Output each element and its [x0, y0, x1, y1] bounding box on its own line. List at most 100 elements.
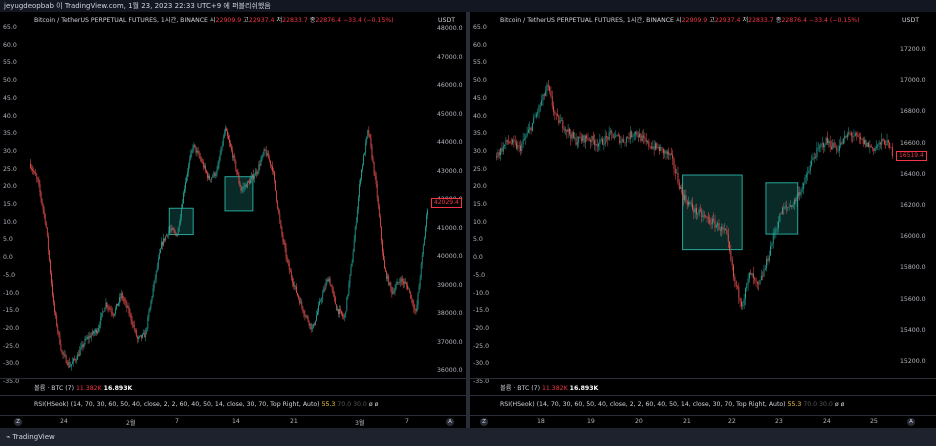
- range-box-1[interactable]: [682, 174, 743, 251]
- candle: [698, 207, 700, 217]
- candle: [318, 301, 319, 315]
- auto-scale-icon[interactable]: A: [907, 418, 915, 426]
- candle: [362, 163, 363, 173]
- candle: [69, 361, 71, 368]
- pane-separator: [470, 378, 936, 379]
- candle: [43, 205, 45, 219]
- candle: [249, 177, 250, 185]
- candle: [514, 135, 516, 146]
- chart-panel-right[interactable]: Bitcoin / TetherUS PERPETUAL FUTURES, 1시…: [470, 12, 936, 428]
- high-value: 22937.4: [714, 17, 741, 24]
- currency-unit: USDT: [438, 17, 456, 24]
- candle: [608, 126, 610, 141]
- candlestick-chart-right[interactable]: [470, 12, 936, 428]
- candle: [681, 183, 683, 195]
- candle: [624, 142, 626, 147]
- zoom-reset-icon[interactable]: Z: [14, 418, 22, 426]
- candle: [795, 197, 797, 205]
- candle: [91, 328, 93, 336]
- candle: [617, 132, 619, 137]
- candle: [776, 221, 778, 234]
- candle: [279, 209, 281, 225]
- candle: [108, 304, 110, 312]
- candle: [610, 128, 611, 136]
- candle: [276, 190, 278, 204]
- candle: [694, 204, 696, 219]
- volume-legend[interactable]: 볼륨 · BTC (7) 11.382K 16.893K: [500, 383, 598, 392]
- candle: [775, 226, 777, 238]
- candle: [133, 320, 135, 333]
- candle: [100, 312, 102, 329]
- candle: [216, 166, 218, 177]
- time-axis-right[interactable]: Z 18 19 20 21 22 23 24 25 A: [470, 415, 936, 428]
- candle: [307, 315, 309, 323]
- tradingview-logo[interactable]: ⌁ TradingView: [6, 433, 55, 441]
- rsi-value-4: ø: [368, 401, 373, 408]
- candle: [561, 116, 562, 121]
- volume-legend[interactable]: 볼륨 · BTC (7) 11.382K 16.893K: [34, 383, 132, 392]
- candle: [496, 152, 498, 161]
- candle: [845, 135, 847, 139]
- candle: [509, 140, 511, 144]
- candle: [227, 128, 228, 139]
- auto-scale-icon[interactable]: A: [446, 418, 454, 426]
- rsi-axis-tick: 60.0: [473, 41, 487, 49]
- time-axis-left[interactable]: Z 24 2월 7 14 21 3월 7 A: [0, 415, 466, 428]
- candle: [682, 190, 684, 206]
- rsi-axis-tick: -20.0: [3, 324, 20, 332]
- candle: [721, 223, 723, 237]
- candlestick-chart-left[interactable]: [0, 12, 466, 428]
- panel-divider[interactable]: [466, 12, 470, 428]
- candle: [734, 273, 736, 288]
- candle: [72, 357, 73, 365]
- candle: [127, 305, 129, 309]
- candle: [529, 121, 531, 135]
- rsi-axis-tick: 15.0: [473, 201, 487, 208]
- rsi-axis-tick: -10.0: [3, 289, 20, 297]
- candle: [858, 132, 860, 144]
- candle: [554, 109, 556, 121]
- candle: [513, 135, 515, 148]
- candle: [241, 186, 243, 193]
- candle: [533, 113, 535, 124]
- rsi-axis-tick: -15.0: [473, 307, 490, 315]
- candle: [829, 135, 831, 153]
- range-box-2[interactable]: [765, 182, 799, 235]
- candle: [309, 323, 311, 331]
- candle: [347, 294, 349, 300]
- candle: [70, 364, 72, 371]
- time-axis-tick: 20: [635, 418, 643, 425]
- candle: [763, 264, 765, 278]
- candle: [206, 169, 207, 174]
- rsi-legend[interactable]: RSI(HSeok) (14, 70, 30, 60, 50, 40, clos…: [500, 401, 844, 408]
- rsi-legend[interactable]: RSI(HSeok) (14, 70, 30, 60, 50, 40, clos…: [34, 401, 378, 408]
- chart-panel-left[interactable]: Bitcoin / TetherUS PERPETUAL FUTURES, 1시…: [0, 12, 466, 428]
- rsi-axis-tick: 40.0: [473, 112, 487, 120]
- candle: [80, 342, 82, 356]
- candle: [48, 249, 50, 263]
- candle: [559, 114, 561, 124]
- volume-label: 볼륨 · BTC (7): [500, 385, 540, 392]
- candle: [875, 140, 877, 151]
- candle: [760, 269, 762, 281]
- candle: [396, 278, 398, 285]
- candle: [113, 313, 115, 317]
- candle: [308, 320, 310, 329]
- candle: [345, 311, 347, 319]
- rsi-axis-tick: -35.0: [3, 378, 20, 385]
- candle: [824, 143, 826, 152]
- candle: [758, 280, 760, 291]
- candle: [121, 290, 123, 301]
- candle: [366, 136, 368, 146]
- candle: [351, 259, 353, 267]
- candle: [375, 171, 377, 188]
- candle: [342, 311, 344, 320]
- zoom-reset-icon[interactable]: Z: [480, 418, 488, 426]
- candle: [746, 282, 748, 292]
- candle: [240, 184, 242, 194]
- candle: [238, 172, 240, 185]
- candle: [780, 211, 782, 215]
- candle: [57, 323, 59, 335]
- candle: [214, 171, 216, 179]
- candle: [525, 133, 527, 145]
